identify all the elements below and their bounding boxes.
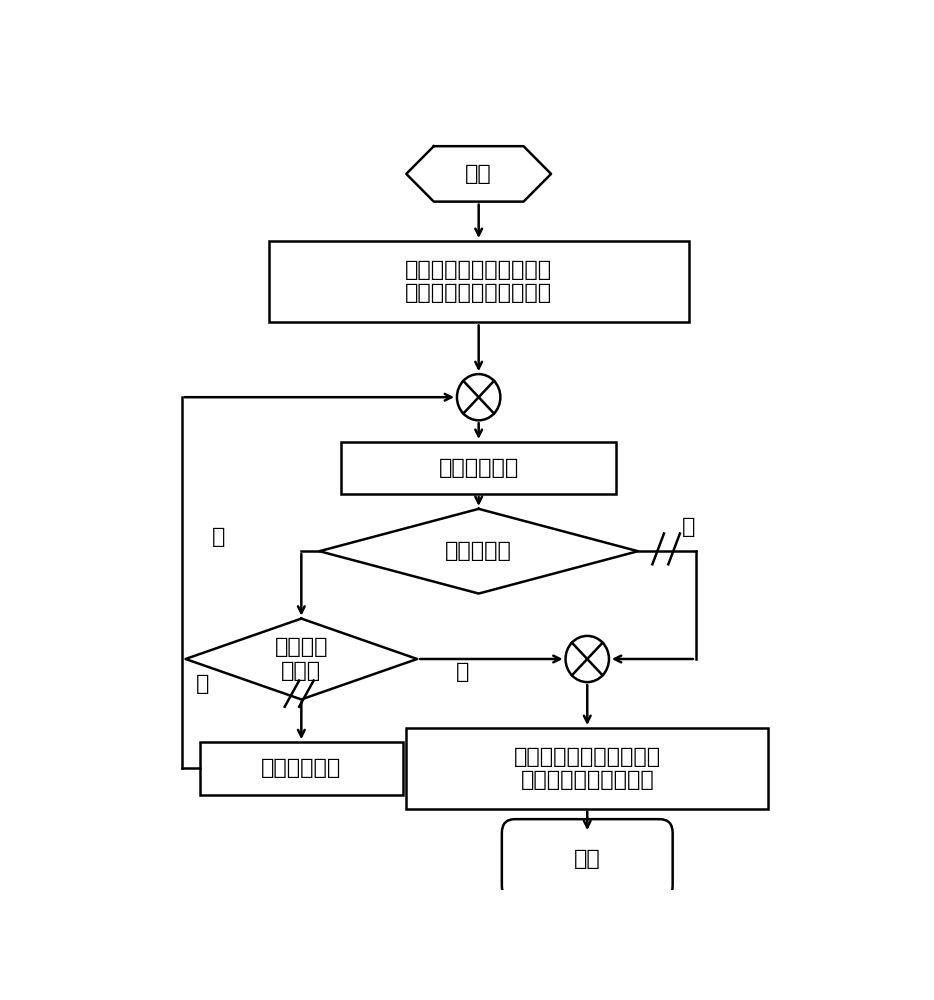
Bar <box>341 442 616 494</box>
Text: 开始: 开始 <box>465 164 492 184</box>
Text: 终止: 终止 <box>573 849 601 869</box>
Text: 否: 否 <box>195 674 209 694</box>
Text: 执行当前指令: 执行当前指令 <box>262 758 342 778</box>
Text: 将解释执行的上下文信息
转换为编译执行的上下文: 将解释执行的上下文信息 转换为编译执行的上下文 <box>405 260 552 303</box>
Text: 否: 否 <box>682 517 695 537</box>
Text: 是: 是 <box>211 527 225 547</box>
Bar <box>200 742 403 795</box>
Bar <box>406 728 769 809</box>
Text: 是: 是 <box>456 662 470 682</box>
Text: 特殊出口
指令？: 特殊出口 指令？ <box>275 637 328 681</box>
Bar <box>269 241 688 322</box>
FancyBboxPatch shape <box>502 819 672 899</box>
Text: 从编译执行的上下文信息
恢复解释执行的上下文: 从编译执行的上下文信息 恢复解释执行的上下文 <box>514 747 661 790</box>
Text: 获得成功？: 获得成功？ <box>446 541 512 561</box>
Text: 获得下一指令: 获得下一指令 <box>439 458 518 478</box>
